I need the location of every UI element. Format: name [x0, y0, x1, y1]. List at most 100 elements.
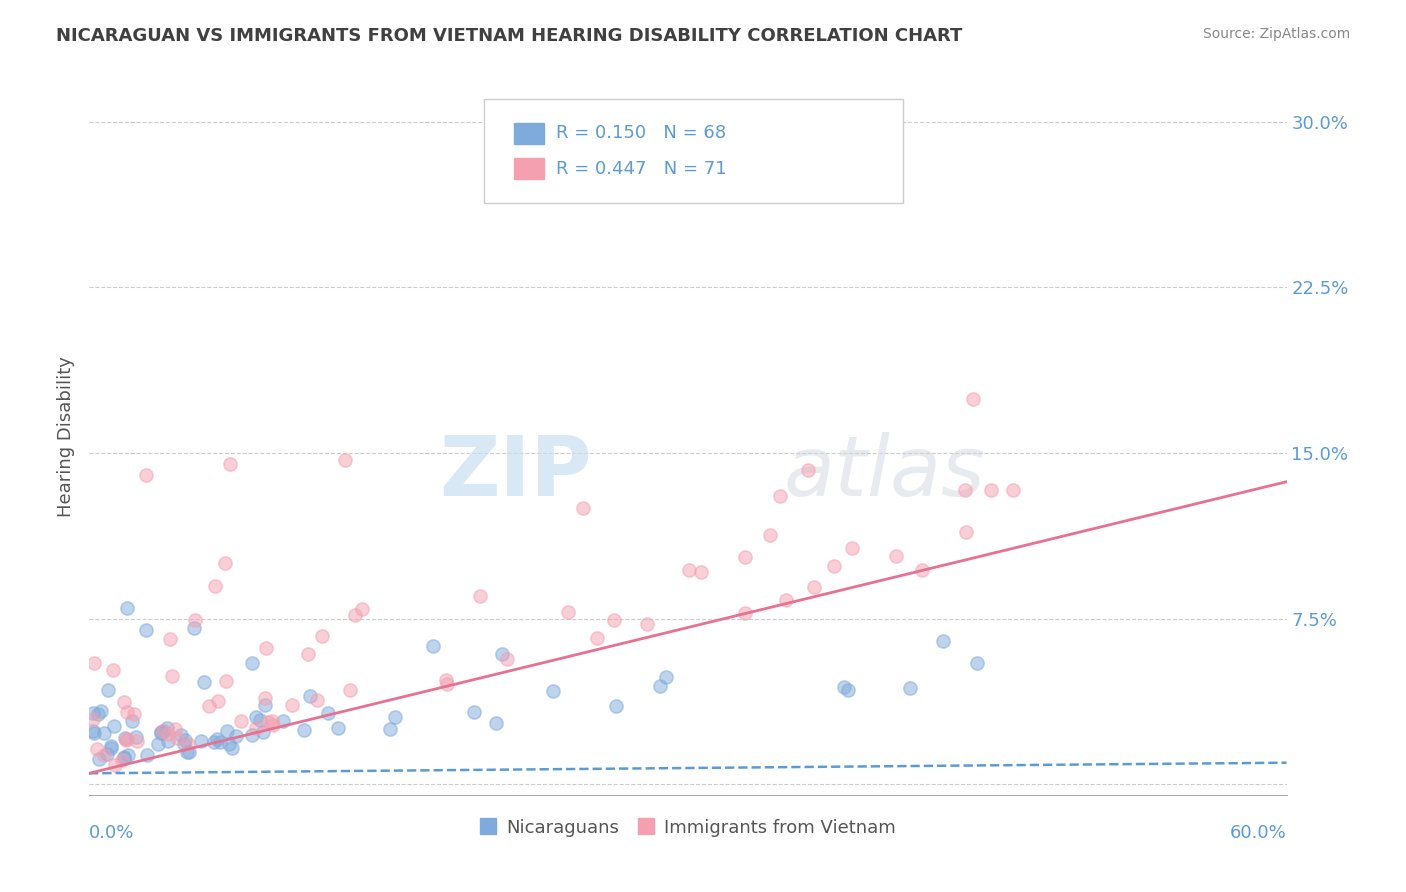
- Point: [344, 608, 367, 623]
- Point: [245, 710, 267, 724]
- Point: [159, 632, 181, 647]
- Text: ZIP: ZIP: [440, 432, 592, 513]
- Point: [96, 747, 118, 761]
- Point: [602, 613, 624, 627]
- Point: [90, 704, 112, 718]
- Point: [271, 714, 294, 729]
- Point: [884, 549, 907, 563]
- Bar: [515, 158, 544, 179]
- Point: [122, 707, 145, 722]
- Point: [292, 723, 315, 737]
- Point: [1001, 483, 1024, 498]
- Point: [225, 729, 247, 743]
- Point: [249, 713, 271, 727]
- Point: [190, 734, 212, 748]
- Point: [115, 705, 138, 719]
- Point: [160, 669, 183, 683]
- Point: [121, 714, 143, 729]
- Point: [470, 589, 492, 603]
- Point: [152, 724, 174, 739]
- Point: [769, 489, 792, 503]
- Point: [86, 742, 108, 756]
- Point: [690, 565, 713, 579]
- Point: [931, 634, 953, 648]
- Point: [328, 721, 350, 735]
- Point: [297, 648, 319, 662]
- Point: [384, 710, 406, 724]
- Point: [305, 693, 328, 707]
- Text: R = 0.150   N = 68: R = 0.150 N = 68: [557, 125, 727, 143]
- Point: [352, 602, 374, 616]
- Point: [146, 737, 169, 751]
- Point: [240, 728, 263, 742]
- Point: [254, 698, 277, 712]
- Point: [648, 679, 671, 693]
- Point: [955, 525, 977, 540]
- Y-axis label: Hearing Disability: Hearing Disability: [58, 356, 75, 516]
- Point: [436, 677, 458, 691]
- Point: [100, 741, 122, 756]
- Point: [221, 741, 243, 756]
- Point: [953, 483, 976, 498]
- Point: [280, 698, 302, 713]
- Point: [803, 581, 825, 595]
- Point: [125, 730, 148, 744]
- Point: [183, 621, 205, 635]
- Point: [491, 647, 513, 661]
- Text: Source: ZipAtlas.com: Source: ZipAtlas.com: [1202, 27, 1350, 41]
- Text: 60.0%: 60.0%: [1230, 824, 1286, 842]
- Point: [378, 722, 401, 736]
- Point: [82, 712, 104, 726]
- Point: [256, 714, 278, 729]
- Point: [311, 629, 333, 643]
- Point: [541, 684, 564, 698]
- Point: [114, 733, 136, 747]
- Point: [834, 680, 856, 694]
- Point: [242, 656, 264, 670]
- Point: [93, 726, 115, 740]
- Point: [114, 731, 136, 746]
- Point: [734, 607, 756, 621]
- Point: [298, 690, 321, 704]
- Point: [115, 732, 138, 747]
- Point: [112, 751, 135, 765]
- Point: [823, 558, 845, 573]
- Point: [205, 732, 228, 747]
- Point: [184, 613, 207, 627]
- Point: [112, 696, 135, 710]
- Point: [112, 750, 135, 764]
- Point: [966, 656, 988, 670]
- Point: [87, 752, 110, 766]
- Point: [135, 468, 157, 483]
- Point: [101, 663, 124, 677]
- Legend: Nicaraguans, Immigrants from Vietnam: Nicaraguans, Immigrants from Vietnam: [472, 812, 904, 844]
- Point: [484, 715, 506, 730]
- Point: [197, 698, 219, 713]
- Point: [209, 735, 232, 749]
- Point: [218, 737, 240, 751]
- Text: atlas: atlas: [783, 432, 986, 513]
- Point: [149, 725, 172, 739]
- Point: [103, 719, 125, 733]
- Text: R = 0.447   N = 71: R = 0.447 N = 71: [557, 160, 727, 178]
- Point: [87, 706, 110, 721]
- Point: [316, 706, 339, 720]
- Point: [339, 683, 361, 698]
- Point: [176, 745, 198, 759]
- Point: [434, 673, 457, 687]
- Point: [179, 745, 201, 759]
- Point: [202, 735, 225, 749]
- Point: [111, 753, 134, 767]
- Point: [962, 392, 984, 407]
- Point: [495, 651, 517, 665]
- Bar: [515, 123, 544, 145]
- Point: [245, 721, 267, 735]
- Point: [841, 541, 863, 556]
- Point: [759, 528, 782, 542]
- Point: [173, 737, 195, 751]
- Point: [166, 731, 188, 746]
- Point: [898, 681, 921, 695]
- Point: [252, 724, 274, 739]
- Point: [215, 674, 238, 689]
- FancyBboxPatch shape: [484, 99, 904, 203]
